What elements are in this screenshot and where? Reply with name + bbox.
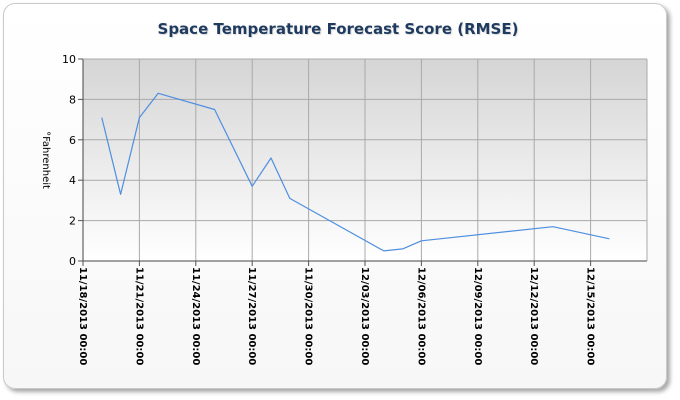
data-point[interactable] (401, 247, 405, 251)
data-point[interactable] (250, 184, 254, 188)
y-tick-label: 4 (69, 174, 76, 187)
y-tick-label: 2 (69, 215, 76, 228)
x-tick-label: 12/09/2013 00:00 (472, 267, 483, 365)
data-point[interactable] (288, 196, 292, 200)
data-point[interactable] (100, 116, 104, 120)
x-tick-label: 11/18/2013 00:00 (77, 267, 88, 365)
data-point[interactable] (269, 156, 273, 160)
data-point[interactable] (156, 91, 160, 95)
x-axis: 11/18/2013 00:00 11/21/2013 00:00 11/24/20… (77, 261, 596, 365)
data-point[interactable] (419, 239, 423, 243)
grid (82, 58, 648, 262)
data-point[interactable] (137, 116, 141, 120)
y-axis: 0 2 4 6 8 10 (62, 53, 83, 268)
y-tick-label: 10 (62, 53, 76, 66)
series (100, 91, 611, 253)
y-tick-label: 0 (69, 255, 76, 268)
x-tick-label: 12/12/2013 00:00 (528, 267, 539, 365)
data-point[interactable] (607, 237, 611, 241)
y-axis-label: °Fahrenheit (40, 131, 51, 189)
x-tick-label: 11/24/2013 00:00 (190, 267, 201, 365)
chart-title: Space Temperature Forecast Score (RMSE) (157, 20, 519, 38)
y-tick-label: 6 (69, 134, 76, 147)
y-tick-label: 8 (69, 93, 76, 106)
data-point[interactable] (551, 225, 555, 229)
data-point[interactable] (119, 192, 123, 196)
x-tick-label: 11/30/2013 00:00 (303, 267, 314, 365)
x-tick-label: 12/15/2013 00:00 (585, 267, 596, 365)
data-point[interactable] (382, 249, 386, 253)
x-tick-label: 11/27/2013 00:00 (246, 267, 257, 365)
data-point[interactable] (213, 108, 217, 112)
x-tick-label: 11/21/2013 00:00 (133, 267, 144, 365)
x-tick-label: 12/03/2013 00:00 (359, 267, 370, 365)
series-line (101, 92, 610, 252)
x-tick-label: 12/06/2013 00:00 (415, 267, 426, 365)
